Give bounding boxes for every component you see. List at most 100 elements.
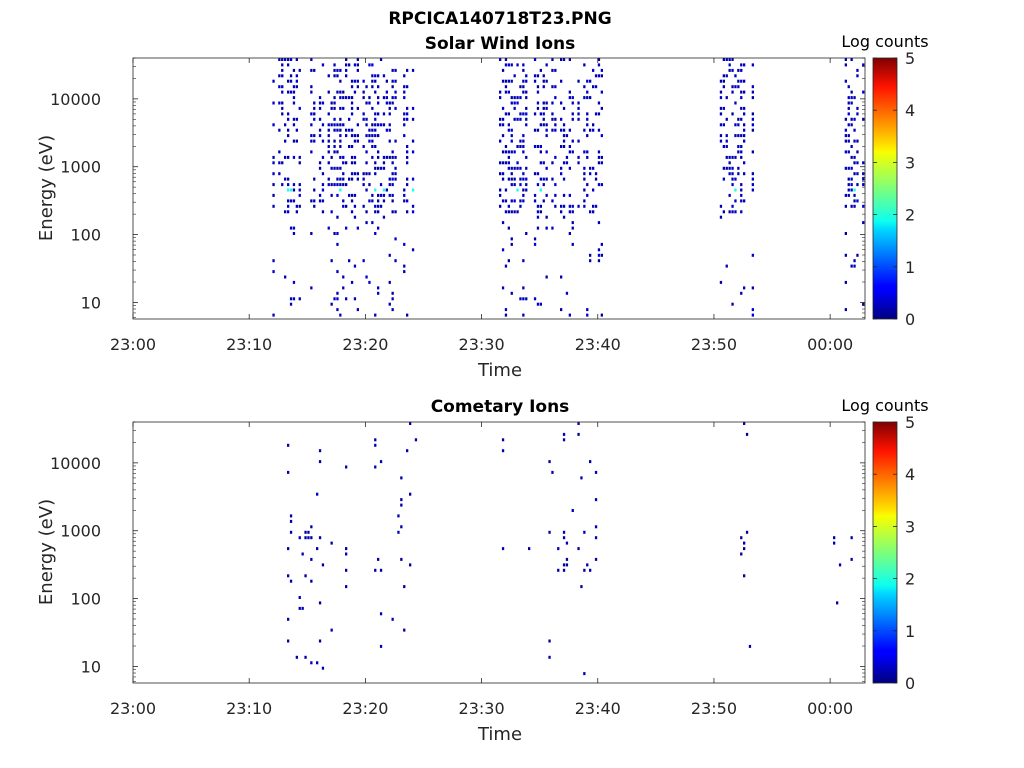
spectrogram-cell — [287, 58, 290, 61]
spectrogram-cell — [833, 536, 836, 540]
spectrogram-cell — [272, 161, 275, 165]
spectrogram-cell — [298, 183, 301, 187]
spectrogram-cell — [565, 134, 569, 138]
spectrogram-cell — [583, 128, 586, 132]
spectrogram-cell — [368, 134, 371, 138]
spectrogram-cell — [362, 96, 365, 100]
spectrogram-cell — [751, 63, 754, 67]
spectrogram-cell — [862, 221, 865, 225]
spectrogram-cell — [589, 166, 592, 170]
spectrogram-cell — [528, 547, 531, 551]
x-tick-label: 23:20 — [342, 699, 388, 718]
spectrogram-cell — [371, 128, 374, 132]
spectrogram-cell — [292, 226, 296, 230]
spectrogram-cell — [751, 112, 754, 116]
cometary-title: Cometary Ions — [431, 397, 570, 417]
spectrogram-cell — [409, 422, 412, 425]
spectrogram-cell — [847, 183, 850, 187]
spectrogram-cell — [719, 204, 723, 208]
spectrogram-cell — [725, 166, 728, 170]
spectrogram-cell — [345, 585, 348, 589]
spectrogram-cell — [504, 210, 508, 214]
spectrogram-cell — [499, 161, 502, 165]
spectrogram-cell — [545, 215, 548, 219]
spectrogram-cell — [589, 128, 592, 132]
spectrogram-cell — [551, 58, 554, 61]
spectrogram-cell — [551, 128, 554, 132]
spectrogram-cell — [533, 242, 537, 246]
spectrogram-cell — [522, 297, 525, 301]
spectrogram-cell — [377, 112, 380, 116]
spectrogram-cell — [856, 112, 859, 116]
spectrogram-cell — [850, 177, 853, 181]
spectrogram-cell — [377, 193, 380, 197]
spectrogram-cell — [545, 63, 548, 67]
spectrogram-cell — [562, 139, 566, 143]
spectrogram-cell — [586, 96, 589, 100]
spectrogram-cell — [856, 150, 859, 154]
spectrogram-cell — [295, 128, 298, 132]
spectrogram-cell — [847, 123, 850, 127]
spectrogram-cell — [336, 177, 339, 181]
solar-wind-data-layer — [272, 58, 865, 317]
spectrogram-cell — [345, 128, 348, 132]
spectrogram-cell — [737, 123, 740, 127]
spectrogram-cell — [597, 183, 601, 187]
spectrogram-cell — [751, 177, 754, 181]
spectrogram-cell — [374, 161, 377, 165]
spectrogram-cell — [600, 253, 603, 257]
spectrogram-cell — [510, 210, 513, 214]
solar-wind-x-ticks: 23:00 23:10 23:20 23:30 23:40 23:50 00:00 — [110, 58, 853, 354]
spectrogram-cell — [391, 155, 394, 159]
spectrogram-cell — [362, 90, 365, 94]
spectrogram-cell — [327, 183, 330, 187]
spectrogram-cell — [411, 68, 415, 72]
spectrogram-cell — [597, 161, 601, 165]
spectrogram-cell — [287, 210, 290, 214]
spectrogram-cell — [391, 172, 394, 176]
spectrogram-cell — [597, 253, 601, 257]
spectrogram-cell — [350, 79, 354, 83]
spectrogram-cell — [740, 193, 743, 197]
spectrogram-cell — [737, 68, 740, 72]
spectrogram-cell — [345, 465, 348, 469]
spectrogram-cell — [350, 280, 354, 284]
spectrogram-cell — [411, 210, 415, 214]
spectrogram-cell — [394, 96, 397, 100]
spectrogram-cell — [586, 155, 589, 159]
spectrogram-cell — [310, 150, 313, 154]
spectrogram-cell — [342, 286, 345, 290]
spectrogram-cell — [592, 188, 595, 192]
spectrogram-cell — [339, 106, 342, 110]
spectrogram-cell — [507, 259, 510, 263]
colorbar-tick-label: 2 — [905, 570, 915, 589]
spectrogram-cell — [734, 134, 737, 138]
spectrogram-cell — [731, 210, 734, 214]
spectrogram-cell — [740, 68, 743, 72]
spectrogram-cell — [571, 117, 574, 121]
spectrogram-cell — [403, 134, 406, 138]
spectrogram-cell — [594, 470, 598, 474]
spectrogram-cell — [385, 79, 388, 83]
spectrogram-cell — [365, 101, 368, 105]
spectrogram-cell — [600, 134, 603, 138]
spectrogram-cell — [318, 161, 322, 165]
spectrogram-cell — [377, 166, 380, 170]
spectrogram-cell — [313, 134, 316, 138]
spectrogram-cell — [406, 85, 409, 89]
spectrogram-cell — [850, 101, 853, 105]
spectrogram-cell — [743, 134, 746, 138]
spectrogram-cell — [327, 139, 330, 143]
spectrogram-cell — [394, 139, 397, 143]
spectrogram-cell — [577, 79, 580, 83]
spectrogram-cell — [292, 117, 296, 121]
spectrogram-cell — [557, 568, 560, 572]
spectrogram-cell — [734, 85, 737, 89]
spectrogram-cell — [551, 101, 554, 105]
spectrogram-cell — [348, 177, 351, 181]
spectrogram-cell — [501, 199, 505, 203]
spectrogram-cell — [592, 128, 595, 132]
spectrogram-cell — [525, 79, 528, 83]
spectrogram-cell — [350, 128, 354, 132]
spectrogram-cell — [522, 68, 525, 72]
